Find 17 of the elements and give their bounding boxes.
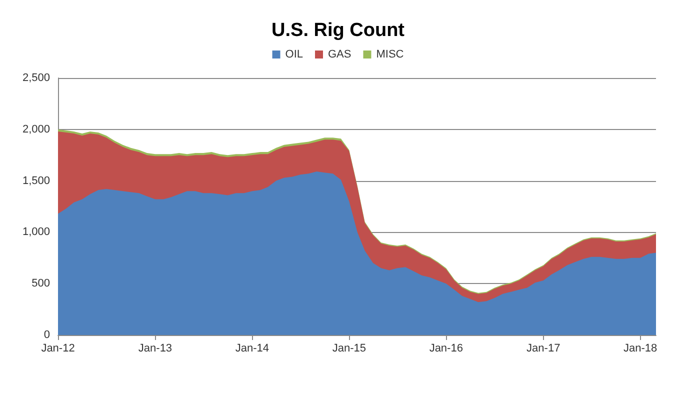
- x-tick-label: Jan-14: [235, 342, 270, 354]
- legend-label: MISC: [376, 48, 404, 60]
- legend-label: OIL: [285, 48, 304, 60]
- y-tick-label: 2,500: [22, 72, 50, 84]
- x-tick-label: Jan-12: [41, 342, 75, 354]
- y-tick-label: 500: [32, 278, 50, 290]
- y-tick-label: 1,500: [22, 174, 50, 187]
- y-tick-label: 2,000: [22, 123, 50, 136]
- chart-title: U.S. Rig Count: [272, 20, 406, 41]
- y-tick-label: 1,000: [22, 226, 50, 238]
- x-tick-label: Jan-13: [138, 342, 172, 354]
- legend-label: GAS: [328, 48, 352, 60]
- x-tick-label: Jan-15: [332, 342, 366, 354]
- x-tick-label: Jan-16: [429, 342, 463, 354]
- y-tick-label: 0: [44, 329, 50, 341]
- x-tick-label: Jan-17: [526, 342, 560, 354]
- x-tick-label: Jan-18: [624, 342, 658, 354]
